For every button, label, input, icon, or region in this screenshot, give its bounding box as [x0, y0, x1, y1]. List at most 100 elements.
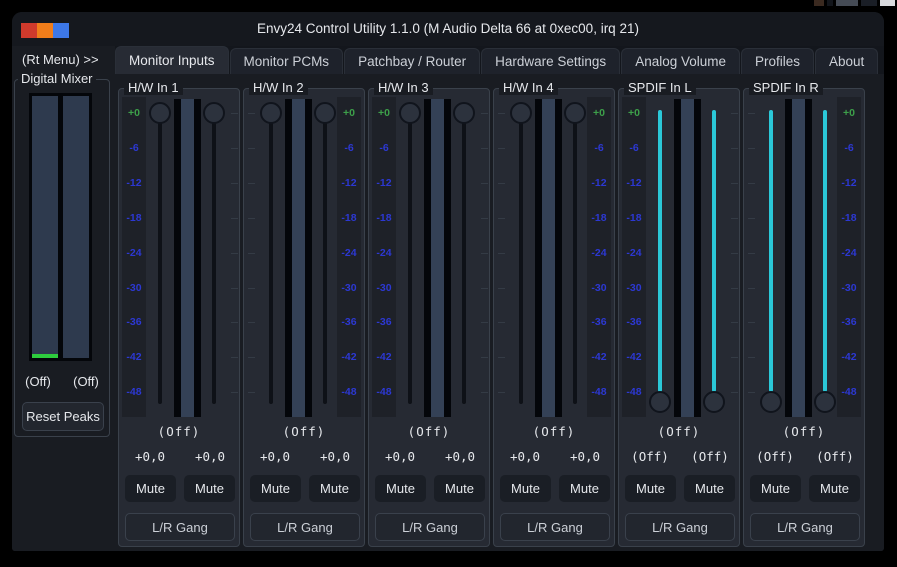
db-scale-label: -6: [594, 141, 604, 154]
tab-profiles[interactable]: Profiles: [741, 48, 815, 74]
mute-button-right[interactable]: Mute: [309, 475, 360, 502]
mute-button-left[interactable]: Mute: [625, 475, 676, 502]
db-scale-label: -18: [626, 211, 642, 224]
lr-gang-button[interactable]: L/R Gang: [750, 513, 860, 541]
slider-value-left: (Off): [756, 449, 794, 464]
slider-trough-right[interactable]: [323, 111, 327, 404]
db-tick-mark: [248, 252, 255, 254]
mixer-meter-left: [32, 96, 58, 358]
lr-gang-button[interactable]: L/R Gang: [625, 513, 735, 541]
db-scale-label: -48: [376, 386, 392, 399]
db-tick-mark: [731, 147, 738, 149]
mute-button-left[interactable]: Mute: [500, 475, 551, 502]
titlebar-button-red[interactable]: [21, 23, 37, 38]
desktop-artifact: [836, 0, 858, 6]
peak-meter-trough: [431, 99, 444, 417]
db-tick-mark: [248, 217, 255, 219]
titlebar-button-blue[interactable]: [53, 23, 69, 38]
reset-peaks-button[interactable]: Reset Peaks: [22, 402, 104, 431]
rt-menu-label[interactable]: (Rt Menu) >>: [22, 52, 99, 67]
volume-knob-left[interactable]: [649, 391, 671, 413]
volume-knob-right[interactable]: [814, 391, 836, 413]
mute-button-left[interactable]: Mute: [125, 475, 176, 502]
titlebar-buttons[interactable]: [21, 23, 69, 38]
rt-menu-zone[interactable]: (Rt Menu) >>: [12, 46, 115, 74]
slider-trough-left[interactable]: [519, 111, 523, 404]
volume-knob-left[interactable]: [760, 391, 782, 413]
db-scale-label: -6: [629, 141, 639, 154]
tab-hardware-settings[interactable]: Hardware Settings: [481, 48, 621, 74]
db-scale-label: -36: [126, 316, 142, 329]
tab-patchbay-router[interactable]: Patchbay / Router: [344, 48, 481, 74]
db-scale-label: -24: [626, 246, 642, 259]
slider-trough-right[interactable]: [212, 111, 216, 404]
db-tick-mark: [731, 252, 738, 254]
volume-knob-right[interactable]: [703, 391, 725, 413]
db-tick-mark: [498, 252, 505, 254]
db-scale-label: -18: [376, 211, 392, 224]
slider-trough-right[interactable]: [573, 111, 577, 404]
mute-button-left[interactable]: Mute: [750, 475, 801, 502]
mute-button-left[interactable]: Mute: [375, 475, 426, 502]
mute-button-left[interactable]: Mute: [250, 475, 301, 502]
slider-value-right: (Off): [691, 449, 729, 464]
desktop-artifact: [827, 0, 833, 6]
slider-value-left: +0,0: [509, 449, 541, 464]
db-tick-mark: [231, 217, 238, 219]
volume-knob-left[interactable]: [399, 102, 421, 124]
db-tick-mark: [231, 357, 238, 359]
titlebar[interactable]: Envy24 Control Utility 1.1.0 (M Audio De…: [12, 12, 884, 46]
channel-strip-h-w-in-3: H/W In 3 +0 -6 -12 -18 -24 -30 -36 -42 -48 (Off) +0…: [368, 80, 490, 547]
db-scale: +0 -6 -12 -18 -24 -30 -36 -42 -48: [622, 97, 646, 417]
lr-gang-button[interactable]: L/R Gang: [125, 513, 235, 541]
lr-gang-button[interactable]: L/R Gang: [250, 513, 360, 541]
titlebar-button-orange[interactable]: [37, 23, 53, 38]
db-tick-mark: [481, 357, 488, 359]
db-tick-mark: [231, 322, 238, 324]
db-tick-mark: [731, 392, 738, 394]
db-scale-label: -6: [379, 141, 389, 154]
tab-analog-volume[interactable]: Analog Volume: [621, 48, 741, 74]
mute-button-right[interactable]: Mute: [809, 475, 860, 502]
slider-trough-left[interactable]: [269, 111, 273, 404]
mute-button-right[interactable]: Mute: [434, 475, 485, 502]
slider-value-left: (Off): [631, 449, 669, 464]
volume-knob-left[interactable]: [260, 102, 282, 124]
db-scale-label: -36: [341, 316, 357, 329]
mute-button-right[interactable]: Mute: [559, 475, 610, 502]
volume-knob-right[interactable]: [564, 102, 586, 124]
stereo-peak-meter: [285, 99, 312, 417]
slider-fill-left: [658, 110, 662, 392]
slider-trough-right[interactable]: [462, 111, 466, 404]
db-scale-label: +0: [628, 107, 640, 119]
lr-gang-button[interactable]: L/R Gang: [375, 513, 485, 541]
db-scale-label: -30: [376, 281, 392, 294]
db-tick-mark: [748, 182, 755, 184]
tab-about[interactable]: About: [815, 48, 879, 74]
tab-monitor-pcms[interactable]: Monitor PCMs: [229, 48, 344, 74]
stereo-peak-meter: [174, 99, 201, 417]
slider-trough-left[interactable]: [408, 111, 412, 404]
db-scale-label: -12: [591, 176, 607, 189]
lr-gang-button[interactable]: L/R Gang: [500, 513, 610, 541]
db-scale-label: +0: [128, 107, 140, 119]
db-scale-label: -6: [129, 141, 139, 154]
volume-knob-right[interactable]: [314, 102, 336, 124]
mute-button-right[interactable]: Mute: [684, 475, 735, 502]
peak-meter-trough: [792, 99, 805, 417]
mute-button-right[interactable]: Mute: [184, 475, 235, 502]
slider-trough-left[interactable]: [158, 111, 162, 404]
slider-value-right: +0,0: [194, 449, 226, 464]
db-scale-label: +0: [843, 107, 855, 119]
strip-title: H/W In 1: [124, 80, 183, 95]
tab-monitor-inputs[interactable]: Monitor Inputs: [115, 46, 229, 74]
volume-knob-right[interactable]: [203, 102, 225, 124]
volume-knob-left[interactable]: [149, 102, 171, 124]
volume-knob-right[interactable]: [453, 102, 475, 124]
db-tick-mark: [748, 357, 755, 359]
peak-meter-trough: [681, 99, 694, 417]
db-tick-mark: [481, 287, 488, 289]
volume-knob-left[interactable]: [510, 102, 532, 124]
db-tick-mark: [498, 287, 505, 289]
peak-value-label: (Off): [282, 424, 326, 439]
